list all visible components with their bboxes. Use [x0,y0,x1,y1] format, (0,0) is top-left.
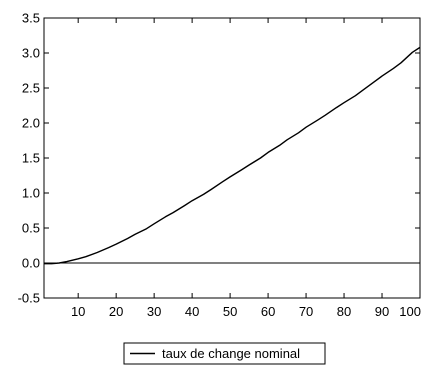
x-tick-label: 40 [185,304,199,319]
x-tick-label: 90 [375,304,389,319]
x-tick-label: 80 [337,304,351,319]
plot-area-frame [43,17,421,299]
x-tick-label: 50 [223,304,237,319]
x-tick-label: 30 [147,304,161,319]
legend-box [123,342,326,365]
y-tick-label: -0.5 [18,291,40,306]
x-tick-label: 60 [261,304,275,319]
y-tick-label: 0.5 [22,221,40,236]
x-tick-label: 70 [299,304,313,319]
y-tick-label: 0.0 [22,256,40,271]
legend: taux de change nominal [123,342,326,365]
x-tick-label: 10 [71,304,85,319]
y-tick-label: 1.5 [22,151,40,166]
y-tick-label: 3.5 [22,11,40,26]
x-tick-label: 20 [109,304,123,319]
y-tick-label: 2.5 [22,81,40,96]
series-line-0 [44,46,421,265]
y-tick-label: 2.0 [22,116,40,131]
y-tick-label: 3.0 [22,46,40,61]
y-tick-label: 1.0 [22,186,40,201]
x-tick-label: 100 [399,304,421,319]
legend-entry-label: taux de change nominal [162,346,300,361]
